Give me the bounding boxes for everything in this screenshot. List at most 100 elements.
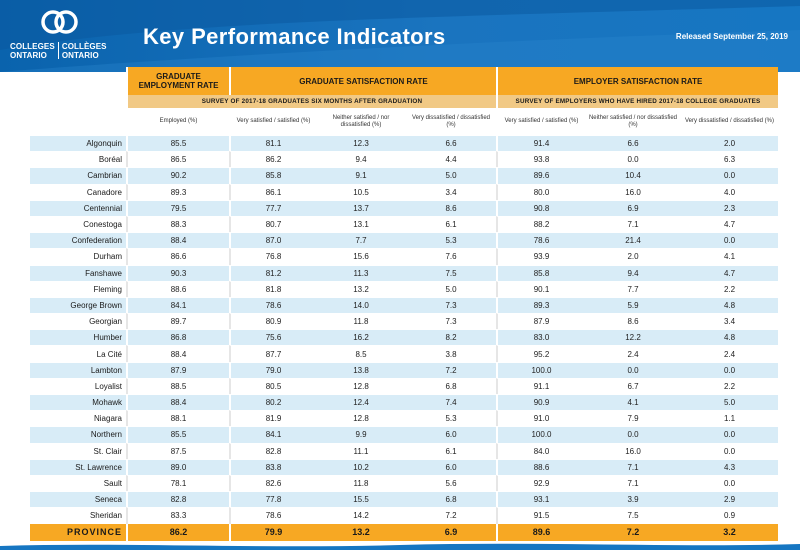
cell-employer-dissatisfied: 0.0 — [681, 167, 779, 184]
cell-employer-dissatisfied: 2.3 — [681, 199, 779, 216]
province-grad-neutral: 13.2 — [316, 523, 406, 541]
cell-grad-neutral: 7.7 — [316, 232, 406, 249]
cell-employer-satisfied: 87.9 — [496, 313, 585, 330]
table-row: Fleming 88.6 81.8 13.2 5.0 90.1 7.7 2.2 — [30, 280, 779, 297]
cell-employer-dissatisfied: 2.2 — [681, 280, 779, 297]
college-name: Mohawk — [30, 394, 126, 411]
cell-grad-neutral: 9.1 — [316, 167, 406, 184]
cell-employed: 84.1 — [126, 296, 229, 314]
cell-employer-satisfied: 89.6 — [496, 167, 585, 184]
college-name: Lambton — [30, 361, 126, 378]
cell-employer-satisfied: 100.0 — [496, 361, 585, 378]
cell-employer-satisfied: 91.1 — [496, 377, 585, 394]
cell-employed: 86.5 — [126, 151, 229, 168]
cell-employer-dissatisfied: 6.3 — [681, 151, 779, 168]
college-name: Sault — [30, 474, 126, 492]
cell-grad-dissatisfied: 6.6 — [406, 135, 496, 152]
cell-employer-dissatisfied: 4.8 — [681, 296, 779, 314]
province-grad-dissatisfied: 6.9 — [406, 523, 496, 541]
cell-grad-neutral: 11.8 — [316, 313, 406, 330]
cell-employed: 85.5 — [126, 426, 229, 443]
table-row: Seneca 82.8 77.8 15.5 6.8 93.1 3.9 2.9 — [30, 491, 779, 508]
cell-employer-satisfied: 88.6 — [496, 458, 585, 475]
cell-employer-neutral: 5.9 — [585, 296, 681, 314]
table-row: Confederation 88.4 87.0 7.7 5.3 78.6 21.4 0.0 — [30, 232, 779, 249]
cell-employed: 89.7 — [126, 313, 229, 330]
cell-grad-neutral: 11.1 — [316, 442, 406, 459]
cell-grad-satisfied: 77.8 — [229, 491, 316, 508]
cell-employer-dissatisfied: 2.2 — [681, 377, 779, 394]
province-employer-neutral: 7.2 — [585, 523, 681, 541]
group-graduate-satisfaction-header: GRADUATE SATISFACTION RATE — [229, 67, 496, 95]
cell-grad-dissatisfied: 3.8 — [406, 345, 496, 362]
table-body: Algonquin 85.5 81.1 12.3 6.6 91.4 6.6 2.0 Boréal… — [30, 135, 779, 524]
logo-divider — [57, 42, 59, 59]
cell-grad-satisfied: 80.2 — [229, 394, 316, 411]
cell-employer-neutral: 7.1 — [585, 458, 681, 475]
page-title: Key Performance Indicators — [143, 24, 446, 49]
table-row: Loyalist 88.5 80.5 12.8 6.8 91.1 6.7 2.2 — [30, 377, 779, 394]
cell-employed: 87.9 — [126, 361, 229, 378]
cell-employer-neutral: 4.1 — [585, 394, 681, 411]
cell-grad-satisfied: 81.2 — [229, 264, 316, 281]
cell-employed: 82.8 — [126, 491, 229, 508]
cell-grad-dissatisfied: 5.3 — [406, 232, 496, 249]
cell-employed: 83.3 — [126, 507, 229, 524]
cell-employed: 89.3 — [126, 183, 229, 200]
college-name: Georgian — [30, 313, 126, 330]
college-name: Confederation — [30, 232, 126, 249]
group-employer-satisfaction-header: EMPLOYER SATISFACTION RATE — [496, 67, 779, 95]
table-row: Conestoga 88.3 80.7 13.1 6.1 88.2 7.1 4.7 — [30, 215, 779, 233]
table-row: Humber 86.8 75.6 16.2 8.2 83.0 12.2 4.8 — [30, 329, 779, 346]
cell-grad-dissatisfied: 7.2 — [406, 507, 496, 524]
cell-grad-neutral: 10.2 — [316, 458, 406, 475]
cell-employer-neutral: 0.0 — [585, 361, 681, 378]
release-date: Released September 25, 2019 — [675, 32, 788, 41]
cell-employer-dissatisfied: 4.3 — [681, 458, 779, 475]
cell-grad-satisfied: 87.0 — [229, 232, 316, 249]
table-row: Sault 78.1 82.6 11.8 5.6 92.9 7.1 0.0 — [30, 474, 779, 492]
cell-employed: 90.3 — [126, 264, 229, 281]
cell-grad-satisfied: 86.1 — [229, 183, 316, 200]
cell-employed: 79.5 — [126, 199, 229, 216]
cell-grad-satisfied: 75.6 — [229, 329, 316, 346]
cell-grad-satisfied: 81.1 — [229, 135, 316, 152]
province-employed: 86.2 — [126, 523, 229, 541]
cell-employer-satisfied: 90.8 — [496, 199, 585, 216]
cell-grad-dissatisfied: 6.1 — [406, 442, 496, 459]
college-name: George Brown — [30, 296, 126, 314]
table-row: Georgian 89.7 80.9 11.8 7.3 87.9 8.6 3.4 — [30, 313, 779, 330]
cell-grad-dissatisfied: 7.5 — [406, 264, 496, 281]
cell-employer-neutral: 9.4 — [585, 264, 681, 281]
header-banner: COLLEGES ONTARIO COLLÈGES ONTARIO Key Pe… — [0, 0, 800, 72]
college-name: Durham — [30, 248, 126, 265]
cell-employer-satisfied: 93.1 — [496, 491, 585, 508]
province-grad-satisfied: 79.9 — [229, 523, 316, 541]
college-name: Centennial — [30, 199, 126, 216]
table-row: St. Clair 87.5 82.8 11.1 6.1 84.0 16.0 0.0 — [30, 442, 779, 459]
cell-employer-satisfied: 89.3 — [496, 296, 585, 314]
cell-employer-dissatisfied: 2.9 — [681, 491, 779, 508]
cell-grad-neutral: 11.3 — [316, 264, 406, 281]
cell-employer-satisfied: 85.8 — [496, 264, 585, 281]
cell-grad-neutral: 8.5 — [316, 345, 406, 362]
cell-grad-dissatisfied: 7.3 — [406, 296, 496, 314]
cell-grad-satisfied: 81.8 — [229, 280, 316, 297]
college-name: Cambrian — [30, 167, 126, 184]
cell-employer-satisfied: 78.6 — [496, 232, 585, 249]
cell-employer-dissatisfied: 0.0 — [681, 474, 779, 492]
cell-employer-satisfied: 91.4 — [496, 135, 585, 152]
cell-employer-dissatisfied: 2.4 — [681, 345, 779, 362]
cell-employer-neutral: 7.5 — [585, 507, 681, 524]
cell-employer-dissatisfied: 4.0 — [681, 183, 779, 200]
cell-grad-satisfied: 80.7 — [229, 215, 316, 233]
college-name: Algonquin — [30, 135, 126, 152]
cell-grad-satisfied: 80.9 — [229, 313, 316, 330]
cell-grad-neutral: 14.2 — [316, 507, 406, 524]
cell-employer-dissatisfied: 4.8 — [681, 329, 779, 346]
table-row: Canadore 89.3 86.1 10.5 3.4 80.0 16.0 4.0 — [30, 183, 779, 200]
col-header-employer-neutral: Neither satisfied / nor dissatisfied (%) — [588, 114, 678, 128]
graduate-survey-caption: SURVEY OF 2017-18 GRADUATES SIX MONTHS A… — [126, 95, 496, 108]
cell-grad-satisfied: 80.5 — [229, 377, 316, 394]
college-name: St. Lawrence — [30, 458, 126, 475]
